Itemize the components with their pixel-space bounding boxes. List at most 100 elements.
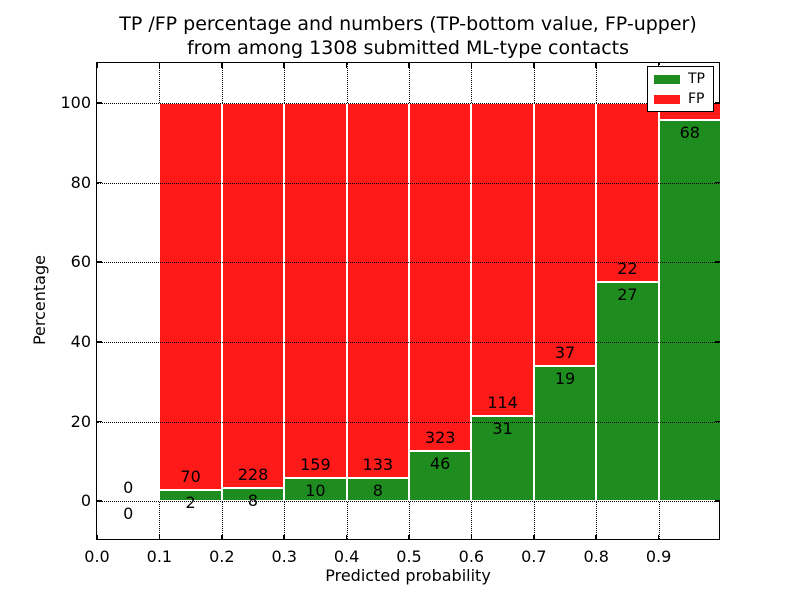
tp-swatch-icon [654, 74, 680, 84]
x-tick-mark-top [595, 63, 597, 68]
bar-tp-count-label: 2 [185, 493, 196, 512]
x-tick-mark [657, 534, 660, 540]
bar-tp-count-label: 8 [372, 481, 383, 501]
bar-fp-segment [409, 102, 472, 452]
gridline-horizontal [97, 421, 719, 423]
bar-fp-count-label: 323 [424, 428, 456, 448]
x-tick-label: 0.4 [333, 547, 360, 566]
chart-title: TP /FP percentage and numbers (TP-bottom… [96, 12, 720, 60]
chart-title-line1: TP /FP percentage and numbers (TP-bottom… [119, 13, 697, 35]
bar-fp-segment [533, 102, 597, 367]
bar-tp-count-label: 31 [492, 418, 513, 438]
y-tick-mark-right [714, 261, 720, 263]
bar-fp-count-label: 22 [617, 258, 638, 278]
bar-fp-segment [221, 102, 285, 488]
y-tick-mark-right [714, 500, 720, 502]
x-tick-mark-top [533, 63, 535, 68]
bar-fp-count-label: 37 [554, 343, 576, 363]
bar-fp-segment [159, 102, 222, 490]
x-tick-mark-top [96, 63, 98, 68]
bar-tp-count-label: 10 [305, 480, 326, 500]
y-tick-mark [97, 500, 102, 502]
chart-title-line2: from among 1308 submitted ML-type contac… [186, 37, 630, 59]
x-tick-mark [283, 534, 285, 540]
bar-fp-count-label: 159 [300, 454, 331, 474]
gridline-horizontal [97, 262, 719, 264]
x-tick-mark-top [221, 63, 223, 68]
x-tick-mark [345, 534, 348, 540]
bar-fp-segment [596, 102, 659, 282]
bar-tp-count-label: 19 [554, 369, 576, 389]
x-tick-label: 0.9 [645, 547, 672, 566]
legend-label-tp: TP [688, 71, 705, 87]
y-tick-label: 100 [60, 92, 91, 112]
bar-tp-count-label: 0 [123, 504, 134, 524]
x-tick-mark [158, 534, 161, 540]
bar-tp-segment [221, 487, 285, 502]
plot-area: 0 0 70 2 228 8 159 10 133 8 323 46 114 31 37 19 22 27 68 0.… [60, 62, 721, 566]
bar-tp-count-label: 68 [679, 122, 700, 142]
bar-tp-segment [471, 415, 534, 502]
x-tick-mark [533, 534, 535, 540]
y-tick-mark [97, 341, 102, 343]
gridline-horizontal [97, 102, 719, 104]
bar-tp-count-label: 46 [430, 454, 451, 474]
x-tick-mark [408, 534, 410, 540]
fp-swatch-icon [654, 94, 680, 104]
x-tick-mark-top [158, 63, 161, 68]
y-tick-mark-right [714, 102, 720, 104]
y-tick-label: 0 [80, 491, 91, 511]
y-tick-mark [97, 261, 102, 263]
bar-fp-count-label: 0 [123, 478, 134, 498]
bar-fp-segment [346, 102, 409, 479]
bar-fp-count-label: 70 [180, 467, 201, 486]
y-tick-label: 60 [70, 252, 91, 272]
legend-item-fp: FP [654, 92, 707, 106]
bar-fp-segment [471, 102, 534, 416]
y-tick-mark-right [714, 420, 720, 423]
y-axis-label: Percentage [30, 255, 49, 346]
y-tick-mark [97, 181, 102, 184]
bar-tp-segment [409, 451, 472, 502]
bar-tp-segment [284, 477, 347, 502]
bar-tp-segment [533, 366, 597, 502]
legend-label-fp: FP [688, 91, 705, 107]
x-tick-label: 0.5 [396, 547, 422, 566]
y-tick-label: 80 [70, 172, 91, 192]
y-tick-label: 40 [70, 331, 91, 351]
bar-tp-segment [346, 478, 409, 502]
y-tick-mark [97, 102, 102, 104]
y-tick-mark-right [714, 181, 720, 184]
x-tick-mark [470, 534, 473, 540]
gridline-horizontal [97, 341, 719, 343]
x-tick-mark [221, 534, 223, 540]
x-tick-label: 0.3 [271, 547, 297, 566]
gridline-horizontal [97, 501, 719, 503]
x-tick-mark-top [470, 63, 473, 68]
bar-tp-count-label: 27 [617, 284, 638, 304]
x-tick-label: 0.2 [209, 547, 235, 566]
x-tick-label: 0.8 [583, 547, 609, 566]
x-tick-mark-top [345, 63, 348, 68]
bar-tp-segment [596, 281, 659, 502]
bar-fp-count-label: 133 [362, 455, 394, 475]
x-tick-label: 0.7 [521, 547, 547, 566]
bar-fp-count-label: 228 [237, 464, 269, 484]
x-tick-label: 0.0 [84, 547, 110, 566]
y-tick-mark [97, 420, 102, 423]
legend-item-tp: TP [654, 72, 707, 86]
bar-tp-count-label: 8 [247, 490, 259, 510]
x-tick-mark [595, 534, 597, 540]
x-axis-label: Predicted probability [325, 566, 491, 585]
x-tick-mark-top [408, 63, 410, 68]
x-tick-label: 0.6 [458, 547, 485, 566]
x-tick-mark-top [283, 63, 285, 68]
x-tick-mark [96, 534, 98, 540]
legend: TP FP [647, 66, 714, 112]
bar-fp-segment [284, 102, 347, 478]
y-tick-label: 20 [70, 411, 91, 431]
gridline-horizontal [97, 182, 719, 184]
x-tick-label: 0.1 [146, 547, 173, 566]
bar-tp-segment [159, 490, 222, 502]
